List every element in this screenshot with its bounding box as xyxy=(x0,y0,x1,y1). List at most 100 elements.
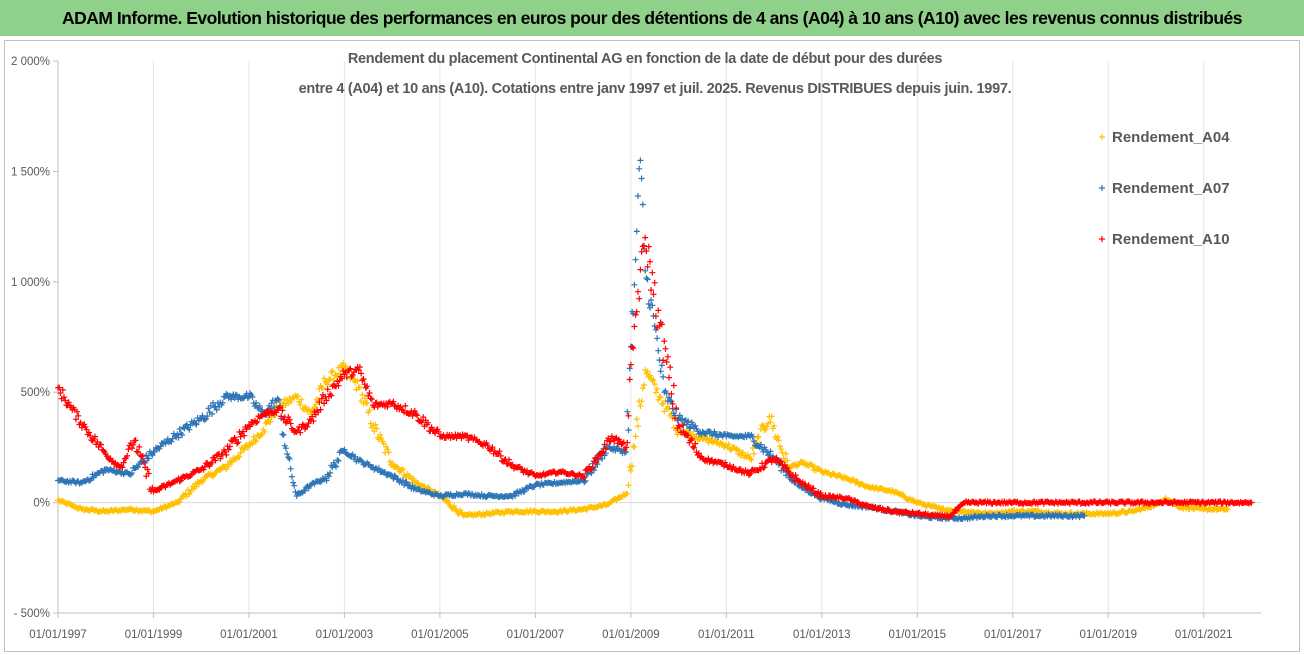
point-Rendement_A04 xyxy=(754,434,761,441)
point-Rendement_A10 xyxy=(286,416,293,423)
point-Rendement_A10 xyxy=(237,433,244,440)
point-Rendement_A10 xyxy=(359,377,366,384)
point-Rendement_A04 xyxy=(312,401,319,408)
point-Rendement_A07 xyxy=(750,438,757,445)
point-Rendement_A04 xyxy=(794,462,801,468)
point-Rendement_A07 xyxy=(279,431,286,438)
point-Rendement_A04 xyxy=(384,446,391,453)
point-Rendement_A10 xyxy=(59,386,66,393)
point-Rendement_A10 xyxy=(78,424,85,431)
point-Rendement_A10 xyxy=(641,242,647,249)
point-Rendement_A04 xyxy=(410,475,417,482)
point-Rendement_A10 xyxy=(726,462,733,469)
point-Rendement_A04 xyxy=(356,384,363,391)
point-Rendement_A07 xyxy=(391,472,398,479)
point-Rendement_A10 xyxy=(107,455,114,462)
legend-item-Rendement_A04: Rendement_A04 xyxy=(1099,129,1230,146)
point-Rendement_A10 xyxy=(649,269,656,276)
point-Rendement_A10 xyxy=(72,416,79,423)
point-Rendement_A07 xyxy=(282,445,289,452)
point-Rendement_A07 xyxy=(663,390,670,397)
point-Rendement_A10 xyxy=(692,440,699,447)
point-Rendement_A04 xyxy=(236,454,243,461)
point-Rendement_A04 xyxy=(750,450,757,457)
point-Rendement_A04 xyxy=(935,504,942,511)
point-Rendement_A07 xyxy=(667,397,674,404)
point-Rendement_A07 xyxy=(382,469,388,475)
point-Rendement_A10 xyxy=(349,372,356,379)
point-Rendement_A10 xyxy=(654,324,661,331)
point-Rendement_A10 xyxy=(761,464,768,471)
point-Rendement_A10 xyxy=(339,375,345,382)
point-Rendement_A07 xyxy=(403,478,410,485)
legend-item-Rendement_A07: Rendement_A07 xyxy=(1099,180,1230,197)
banner-title: ADAM Informe. Evolution historique des p… xyxy=(61,7,1243,28)
x-tick-label: 01/01/2007 xyxy=(507,629,565,641)
point-Rendement_A04 xyxy=(380,440,387,447)
point-Rendement_A04 xyxy=(244,444,251,451)
point-Rendement_A10 xyxy=(630,345,637,352)
point-Rendement_A10 xyxy=(324,386,331,393)
point-Rendement_A10 xyxy=(318,395,325,402)
point-Rendement_A10 xyxy=(402,402,409,409)
point-Rendement_A10 xyxy=(316,399,323,406)
point-Rendement_A10 xyxy=(647,258,653,265)
point-Rendement_A04 xyxy=(778,446,785,453)
point-Rendement_A07 xyxy=(213,406,220,413)
point-Rendement_A10 xyxy=(506,456,513,463)
point-Rendement_A07 xyxy=(654,335,661,342)
point-Rendement_A07 xyxy=(644,276,651,283)
point-Rendement_A04 xyxy=(225,463,232,470)
point-Rendement_A10 xyxy=(487,447,493,454)
point-Rendement_A10 xyxy=(217,455,224,462)
point-Rendement_A04 xyxy=(193,483,200,490)
point-Rendement_A07 xyxy=(186,426,193,433)
point-Rendement_A10 xyxy=(660,357,667,364)
point-Rendement_A04 xyxy=(657,394,664,401)
point-Rendement_A10 xyxy=(435,428,442,435)
point-Rendement_A04 xyxy=(808,461,815,468)
point-Rendement_A07 xyxy=(124,469,131,476)
point-Rendement_A04 xyxy=(725,441,732,448)
point-Rendement_A07 xyxy=(757,441,764,448)
point-Rendement_A04 xyxy=(624,490,631,497)
point-Rendement_A04 xyxy=(241,446,248,453)
point-Rendement_A10 xyxy=(644,263,651,270)
point-Rendement_A04 xyxy=(451,503,458,510)
point-Rendement_A10 xyxy=(125,446,132,453)
y-tick-label: 1 000% xyxy=(11,277,50,289)
point-Rendement_A04 xyxy=(771,422,778,429)
point-Rendement_A10 xyxy=(672,415,678,422)
point-Rendement_A07 xyxy=(658,362,665,369)
point-Rendement_A04 xyxy=(319,385,326,392)
point-Rendement_A10 xyxy=(458,435,465,442)
point-Rendement_A10 xyxy=(297,429,304,436)
point-Rendement_A10 xyxy=(648,287,655,294)
point-Rendement_A10 xyxy=(368,396,375,403)
point-Rendement_A10 xyxy=(411,408,418,414)
point-Rendement_A10 xyxy=(625,412,632,419)
point-Rendement_A10 xyxy=(310,418,317,425)
point-Rendement_A04 xyxy=(329,368,336,374)
point-Rendement_A10 xyxy=(810,485,817,492)
point-Rendement_A10 xyxy=(792,472,799,479)
point-Rendement_A10 xyxy=(114,461,121,468)
x-tick-label: 01/01/2005 xyxy=(411,629,469,641)
point-Rendement_A10 xyxy=(489,444,496,451)
point-Rendement_A10 xyxy=(428,424,435,431)
point-Rendement_A07 xyxy=(683,421,690,428)
point-Rendement_A04 xyxy=(339,364,345,371)
point-Rendement_A10 xyxy=(669,400,676,407)
point-Rendement_A04 xyxy=(654,385,661,392)
point-Rendement_A10 xyxy=(643,248,650,254)
point-Rendement_A10 xyxy=(662,345,669,352)
point-Rendement_A10 xyxy=(305,420,312,427)
point-Rendement_A10 xyxy=(953,507,960,514)
point-Rendement_A04 xyxy=(759,422,766,429)
point-Rendement_A07 xyxy=(253,399,260,406)
legend-label: Rendement_A04 xyxy=(1112,129,1230,146)
point-Rendement_A04 xyxy=(625,482,632,489)
legend-item-Rendement_A10: Rendement_A10 xyxy=(1099,231,1230,248)
x-tick-label: 01/01/2011 xyxy=(698,629,755,641)
point-Rendement_A07 xyxy=(642,267,649,274)
